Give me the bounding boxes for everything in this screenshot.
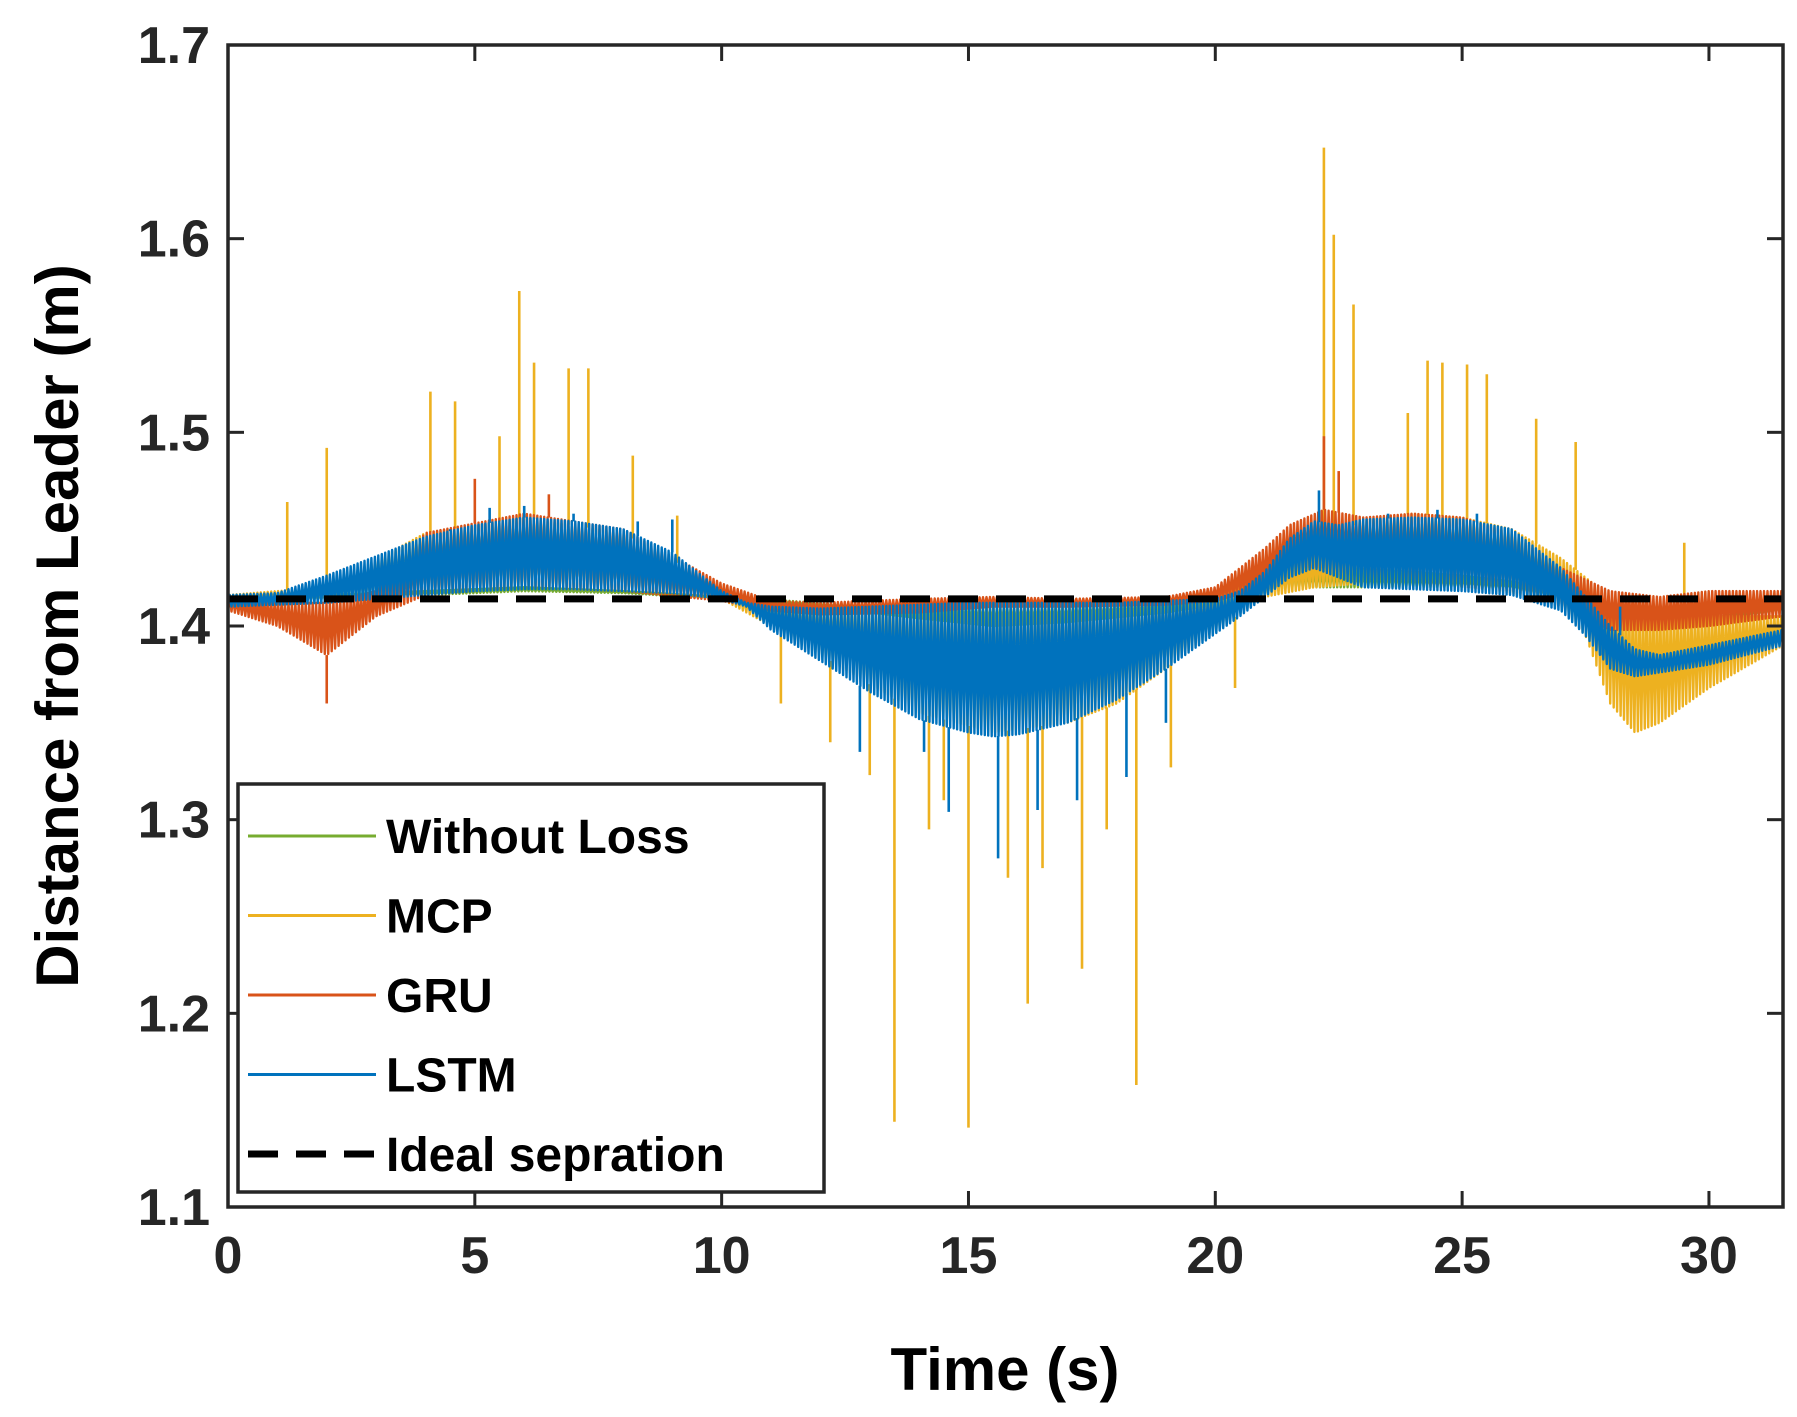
legend-label-mcp: MCP — [386, 891, 493, 944]
legend-label-lstm: LSTM — [386, 1050, 517, 1103]
y-tick-label: 1.3 — [138, 792, 210, 850]
x-tick-label: 30 — [1680, 1227, 1738, 1285]
legend-label-gru: GRU — [386, 970, 493, 1023]
x-tick-label: 10 — [693, 1227, 751, 1285]
y-tick-label: 1.4 — [138, 598, 210, 656]
y-axis-title: Distance from Leader (m) — [24, 264, 91, 988]
series-lstm — [228, 490, 1783, 859]
x-tick-label: 25 — [1433, 1227, 1491, 1285]
series-line — [228, 516, 1783, 738]
x-axis-title: Time (s) — [891, 1336, 1120, 1403]
x-tick-label: 5 — [460, 1227, 489, 1285]
y-tick-label: 1.1 — [138, 1179, 210, 1237]
y-tick-label: 1.5 — [138, 404, 210, 462]
x-tick-label: 0 — [214, 1227, 243, 1285]
legend-label-ideal-sepration: Ideal sepration — [386, 1129, 725, 1182]
data-layer — [228, 147, 1783, 1128]
series-mcp — [228, 147, 1783, 1128]
axes: 0 5 10 15 20 25 30 1.1 1.2 1.3 1.4 1.5 1.6 1.7 — [138, 17, 1785, 1285]
legend: Without Loss MCP GRU LSTM Ideal sepration — [236, 782, 826, 1194]
legend-box — [236, 782, 826, 1194]
x-tick-label: 20 — [1186, 1227, 1244, 1285]
x-tick-label: 15 — [940, 1227, 998, 1285]
y-tick-label: 1.2 — [138, 985, 210, 1043]
y-tick-label: 1.7 — [138, 17, 210, 75]
y-tick-label: 1.6 — [138, 211, 210, 269]
legend-label-without-loss: Without Loss — [386, 811, 690, 864]
